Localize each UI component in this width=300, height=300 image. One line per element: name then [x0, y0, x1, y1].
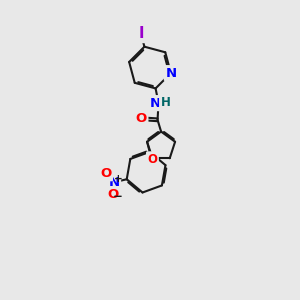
Text: +: +	[114, 174, 123, 184]
Text: H: H	[160, 96, 170, 109]
Text: O: O	[101, 167, 112, 180]
Text: O: O	[136, 112, 147, 125]
Text: N: N	[165, 67, 176, 80]
Text: O: O	[107, 188, 118, 201]
Text: −: −	[113, 190, 123, 203]
Text: I: I	[139, 26, 144, 41]
Text: O: O	[147, 153, 158, 166]
Text: N: N	[150, 97, 161, 110]
Text: N: N	[109, 176, 120, 189]
